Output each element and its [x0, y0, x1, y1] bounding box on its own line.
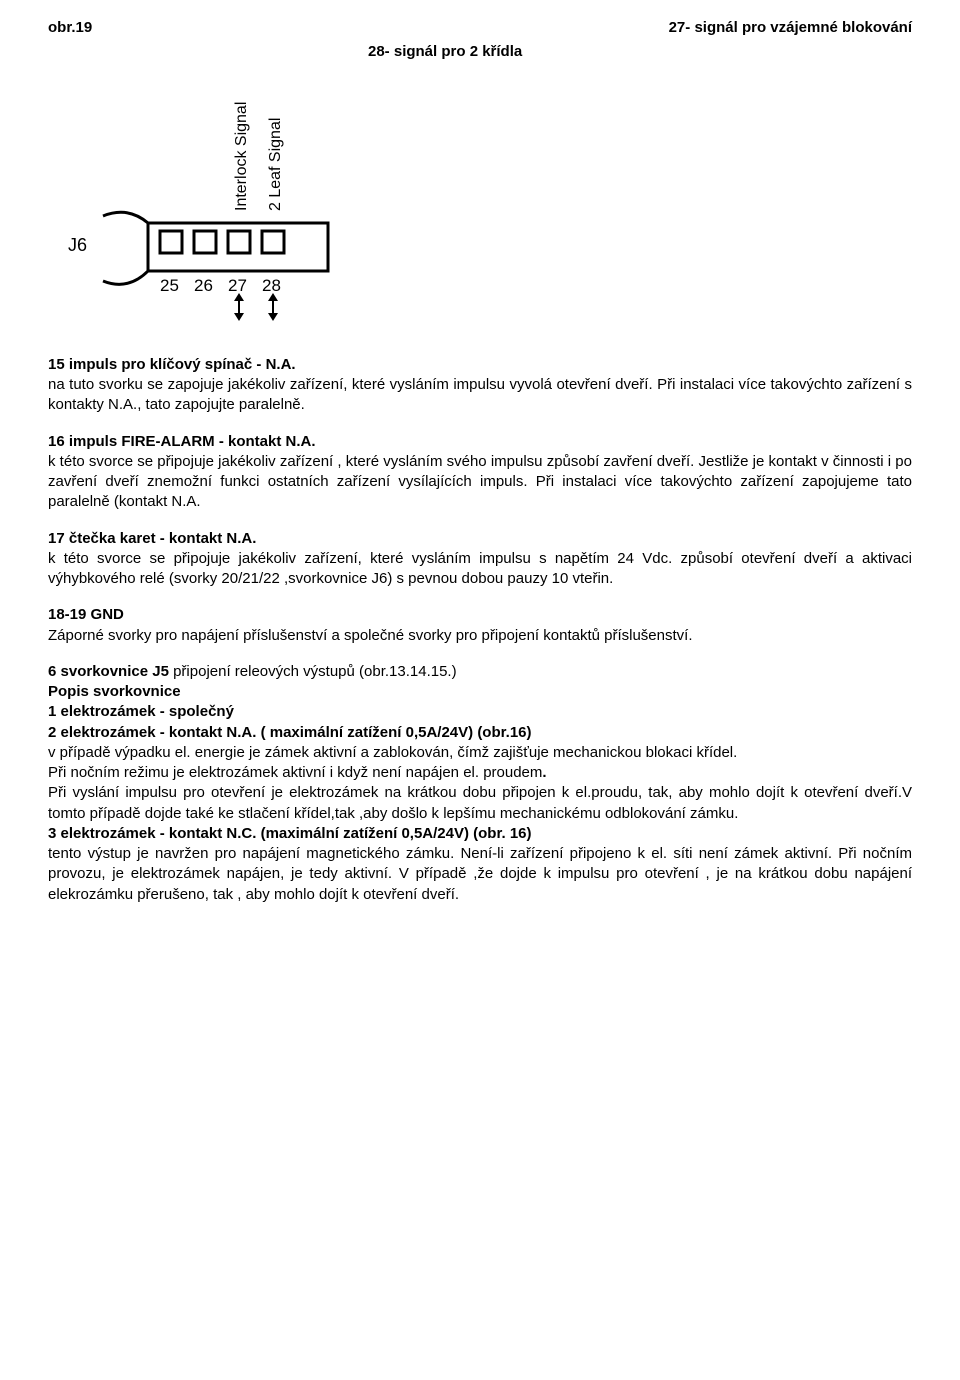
- svg-text:27: 27: [228, 276, 247, 295]
- svg-text:2 Leaf Signal: 2 Leaf Signal: [267, 117, 284, 210]
- popis-heading: Popis svorkovnice: [48, 682, 912, 702]
- section-18-19-body: Záporné svorky pro napájení příslušenstv…: [48, 626, 912, 646]
- section-16-body: k této svorce se připojuje jakékoliv zař…: [48, 452, 912, 513]
- section-15: 15 impuls pro klíčový spínač - N.A. na t…: [48, 355, 912, 416]
- section-15-body: na tuto svorku se zapojuje jakékoliv zař…: [48, 375, 912, 416]
- section-16-title: 16 impuls FIRE-ALARM - kontakt N.A.: [48, 432, 912, 452]
- item-2-body-2: Při nočním režimu je elektrozámek aktivn…: [48, 763, 912, 783]
- figure-ref: obr.19: [48, 18, 92, 38]
- section-17-title: 17 čtečka karet - kontakt N.A.: [48, 529, 912, 549]
- item-3: 3 elektrozámek - kontakt N.C. (maximální…: [48, 824, 912, 844]
- section-18-19: 18-19 GND Záporné svorky pro napájení př…: [48, 605, 912, 646]
- item-2-body-1: v případě výpadku el. energie je zámek a…: [48, 743, 912, 763]
- svg-text:Interlock Signal: Interlock Signal: [233, 101, 250, 210]
- section-17-body: k této svorce se připojuje jakékoliv zař…: [48, 549, 912, 590]
- svg-text:28: 28: [262, 276, 281, 295]
- j6-label: J6: [68, 235, 87, 255]
- item-2: 2 elektrozámek - kontakt N.A. ( maximáln…: [48, 723, 912, 743]
- section-15-title: 15 impuls pro klíčový spínač - N.A.: [48, 355, 912, 375]
- svg-text:26: 26: [194, 276, 213, 295]
- item-1: 1 elektrozámek - společný: [48, 702, 912, 722]
- item-3-body: tento výstup je navržen pro napájení mag…: [48, 844, 912, 905]
- section-18-19-title: 18-19 GND: [48, 605, 912, 625]
- section-6-heading: 6 svorkovnice J5 připojení releových výs…: [48, 662, 912, 682]
- connector-diagram: J6 25 26 27 28 Interlock Signal 2 Leaf S…: [68, 71, 912, 327]
- signal-28-label: 28- signál pro 2 křídla: [48, 42, 912, 62]
- item-2-body-3: Při vyslání impulsu pro otevření je elek…: [48, 783, 912, 824]
- signal-27-label: 27- signál pro vzájemné blokování: [669, 18, 912, 38]
- svg-text:25: 25: [160, 276, 179, 295]
- section-6: 6 svorkovnice J5 připojení releových výs…: [48, 662, 912, 905]
- section-17: 17 čtečka karet - kontakt N.A. k této sv…: [48, 529, 912, 590]
- section-16: 16 impuls FIRE-ALARM - kontakt N.A. k té…: [48, 432, 912, 513]
